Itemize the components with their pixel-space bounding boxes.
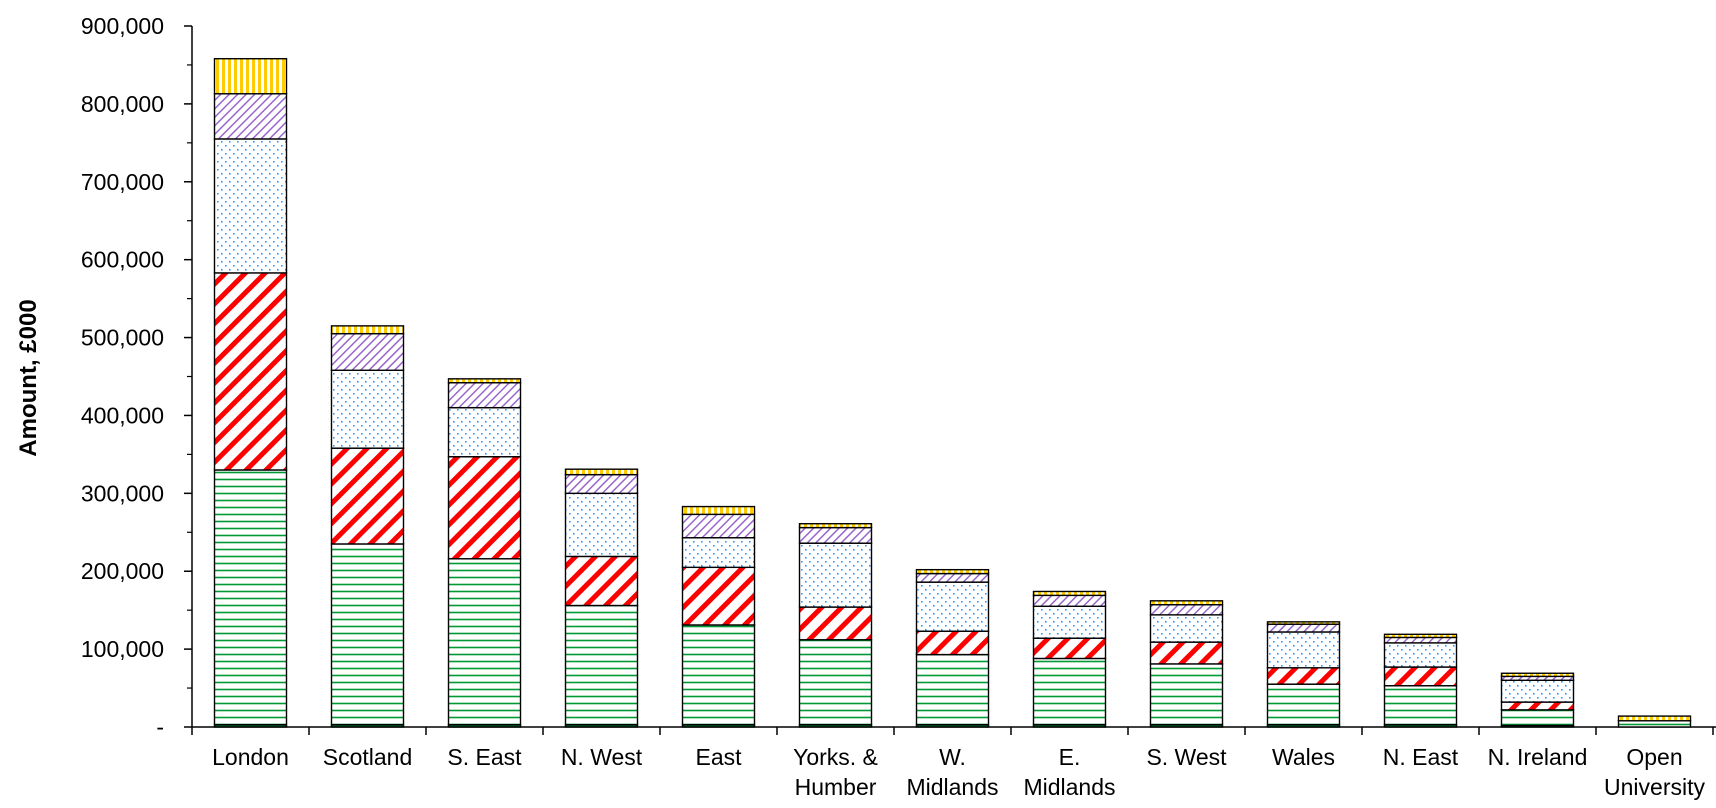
x-tick-label: Scotland [323,744,413,770]
bar-segment [213,58,288,95]
bar-segment [447,558,522,726]
x-tick-label: N. Ireland [1488,744,1588,770]
bar-segment [1383,636,1458,644]
y-axis-title: Amount, £000 [15,299,42,456]
bar-segment [1500,709,1575,727]
bar-segment [1032,605,1107,639]
bar-segment [564,473,639,495]
bar-segment [1383,666,1458,687]
bar-segment [798,639,873,726]
bar-segment [330,332,405,371]
bar-segment [915,568,990,575]
bar-segment [564,468,639,476]
bar-segment [564,492,639,558]
x-axis: London Scotland S. East N. West East Yorks. &… [191,726,1716,800]
bar-segment [681,624,756,726]
bar-segment [1149,663,1224,726]
y-tick-label: 500,000 [81,325,164,351]
bar-segment [1500,672,1575,678]
bar-segment [915,581,990,632]
bar-segment [1149,641,1224,665]
y-tick-label: - [156,714,164,740]
x-tick-label: S. West [1146,744,1227,770]
bar-segment [1617,720,1692,728]
bar-segment [1266,623,1341,633]
x-tick-label: Yorks. & Humber [793,744,878,800]
bar-segment [447,456,522,560]
y-tick-label: 400,000 [81,402,164,428]
y-tick-label: 900,000 [81,13,164,39]
bar-segment [1500,701,1575,711]
bar-segment [798,523,873,529]
bar-segment [681,513,756,539]
bar-segment [564,604,639,726]
bar-segment [1149,600,1224,606]
x-tick-label: N. East [1383,744,1459,770]
x-tick-label: N. West [561,744,643,770]
bar-segment [681,566,756,626]
bar-segment [1266,683,1341,726]
bar-segment [915,630,990,656]
bar-segment [1149,604,1224,616]
bar-segment [798,606,873,641]
bar-segment [1383,633,1458,639]
bar-segment [1149,614,1224,643]
y-axis: - 100,000 200,000 300,000 400,000 500,000 600,… [81,13,193,740]
x-tick-label: East [695,744,742,770]
y-tick-label: 100,000 [81,636,164,662]
bar-segment [213,93,288,140]
x-tick-label: W. Midlands [906,744,998,800]
bar-segment [213,272,288,471]
bar-segment [798,526,873,544]
x-tick-label: London [212,744,289,770]
bar-segment [915,572,990,583]
x-tick-label: Wales [1272,744,1335,770]
bar-segment [447,378,522,384]
bar-segment [1266,621,1341,625]
y-tick-label: 700,000 [81,169,164,195]
bar-segment [330,543,405,726]
bar-segment [330,447,405,545]
x-tick-label: Open University [1604,744,1705,800]
bar-segment [330,325,405,335]
bar-segment [681,505,756,516]
x-tick-label: E. Midlands [1023,744,1115,800]
bar-segment [213,138,288,274]
y-tick-label: 800,000 [81,91,164,117]
bar-segment [564,555,639,607]
bar-segment [1266,631,1341,669]
bar-segment [1032,657,1107,726]
bar-segment [1617,715,1692,722]
bar-segment [1500,679,1575,703]
bar-segment [447,382,522,409]
bar-segment [1383,642,1458,668]
bar-segment [1032,637,1107,660]
y-tick-label: 600,000 [81,247,164,273]
bars [213,58,1692,728]
y-tick-label: 200,000 [81,558,164,584]
bar-segment [915,653,990,726]
bar-segment [1266,667,1341,685]
bar-segment [447,406,522,458]
bar-segment [681,537,756,569]
bar-segment [798,542,873,608]
y-tick-label: 300,000 [81,480,164,506]
bar-segment [1383,685,1458,726]
bar-segment [330,369,405,449]
x-tick-label: S. East [447,744,522,770]
bar-segment [213,469,288,726]
bar-segment [1032,594,1107,607]
bar-segment [1032,590,1107,597]
